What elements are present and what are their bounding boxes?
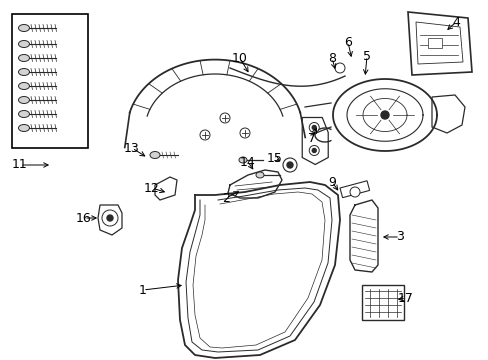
Bar (339, 181, 369, 198)
Text: 9: 9 (327, 175, 335, 189)
Circle shape (334, 63, 345, 73)
Ellipse shape (150, 152, 160, 158)
Ellipse shape (19, 68, 29, 76)
Text: 8: 8 (327, 51, 335, 64)
Text: 15: 15 (266, 152, 283, 165)
Text: 17: 17 (397, 292, 413, 305)
Bar (12, 14, 88, 148)
Circle shape (283, 158, 296, 172)
Ellipse shape (239, 157, 246, 163)
Text: 12: 12 (144, 181, 160, 194)
Ellipse shape (19, 82, 29, 90)
Circle shape (200, 130, 209, 140)
Circle shape (308, 122, 319, 132)
Circle shape (102, 210, 118, 226)
Text: 5: 5 (362, 49, 370, 63)
Text: 16: 16 (76, 211, 92, 225)
Ellipse shape (19, 111, 29, 117)
Circle shape (286, 162, 292, 168)
Ellipse shape (19, 24, 29, 31)
Text: 11: 11 (12, 158, 28, 171)
Ellipse shape (19, 96, 29, 104)
Circle shape (312, 148, 316, 153)
Text: 13: 13 (124, 141, 140, 154)
Ellipse shape (19, 40, 29, 48)
Ellipse shape (19, 125, 29, 131)
Circle shape (312, 126, 316, 130)
Ellipse shape (19, 54, 29, 62)
Text: 7: 7 (307, 131, 315, 144)
Circle shape (220, 113, 229, 123)
Text: 4: 4 (451, 15, 459, 28)
Circle shape (349, 187, 359, 197)
Bar (361, 285, 403, 320)
Circle shape (380, 111, 388, 119)
Text: 3: 3 (395, 230, 403, 243)
Text: 2: 2 (222, 192, 229, 204)
Circle shape (240, 128, 249, 138)
Text: 1: 1 (139, 284, 146, 297)
Circle shape (107, 215, 113, 221)
Text: 10: 10 (232, 51, 247, 64)
Circle shape (308, 145, 319, 156)
Bar (427, 38, 441, 48)
Text: 14: 14 (240, 156, 255, 168)
Ellipse shape (256, 172, 264, 178)
Text: 6: 6 (344, 36, 351, 49)
